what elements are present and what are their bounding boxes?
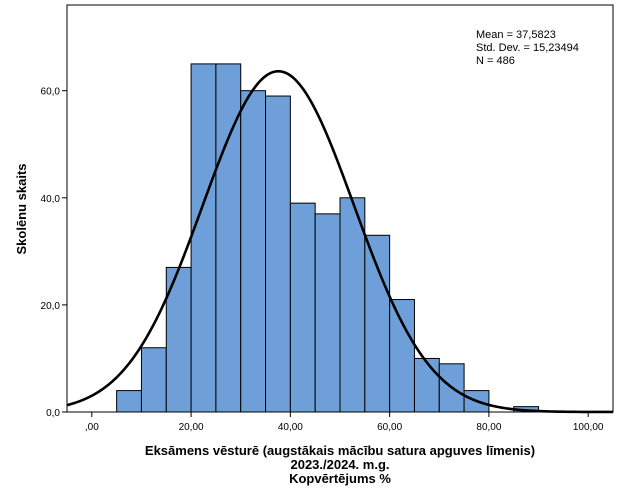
histogram-bar [240, 90, 267, 413]
x-axis-title-line-2: 2023./2024. m.g. [290, 457, 389, 472]
histogram-bar [190, 63, 217, 413]
histogram-bar [289, 202, 316, 413]
x-tick-label: 20,00 [179, 422, 204, 433]
y-tick-label: 60,0 [41, 87, 61, 98]
y-tick-label: 20,0 [41, 301, 61, 312]
x-tick-label: 100,00 [573, 422, 604, 433]
bars-group [116, 63, 540, 413]
x-tick-label: 60,00 [377, 422, 402, 433]
histogram-bar [314, 213, 341, 413]
stats-std-dev: Std. Dev. = 15,23494 [476, 42, 579, 54]
x-axis-title-line-3: Kopvērtējums % [289, 471, 391, 486]
histogram-bar [413, 357, 440, 413]
y-axis-title: Skolēnu skaits [14, 163, 29, 254]
histogram-bar [265, 95, 291, 413]
histogram-bar [364, 234, 391, 413]
histogram-bar [339, 197, 366, 413]
stats-mean: Mean = 37,5823 [476, 29, 556, 41]
histogram-bar [116, 390, 142, 413]
x-tick-label: 40,00 [278, 422, 303, 433]
stats-n: N = 486 [476, 55, 515, 67]
plot-frame [66, 4, 614, 413]
y-tick-label: 40,0 [41, 194, 61, 205]
histogram-bar [389, 299, 415, 413]
y-axis: 0,0 20,0 40,0 60,0 [41, 87, 67, 419]
x-axis: ,00 20,00 40,00 60,00 80,00 100,00 [85, 412, 604, 433]
x-tick-label: ,00 [85, 422, 99, 433]
x-axis-title-line-1: Eksāmens vēsturē (augstākais mācību satu… [145, 443, 535, 458]
histogram-bar [140, 347, 167, 413]
normal-curve [66, 69, 613, 414]
y-tick-label: 0,0 [46, 408, 60, 419]
x-tick-label: 80,00 [476, 422, 501, 433]
